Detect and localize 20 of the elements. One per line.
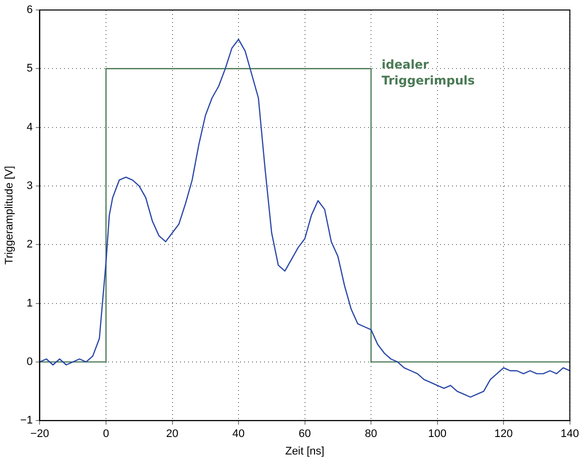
y-tick-label: 5 <box>26 62 33 75</box>
x-tick-label: 100 <box>428 428 446 440</box>
x-axis-title: Zeit [ns] <box>285 445 324 458</box>
x-tick-label: 80 <box>364 428 378 440</box>
x-tick-label: 0 <box>102 428 110 440</box>
x-tick-label: 140 <box>560 428 580 440</box>
y-tick-label: 6 <box>26 4 33 16</box>
y-tick-label: 4 <box>26 121 33 134</box>
y-tick-label: 2 <box>26 238 33 251</box>
x-tick-label: 60 <box>298 428 311 440</box>
x-tick-label: −20 <box>30 428 50 440</box>
y-axis-title: Triggeramplitude [V] <box>4 166 16 265</box>
y-tick-label: 0 <box>26 356 33 368</box>
annotation: idealer Triggerimpuls <box>382 58 475 88</box>
y-tick-label: 1 <box>26 297 33 310</box>
y-tick-label: 3 <box>26 180 33 192</box>
y-tick-label: −1 <box>20 414 33 427</box>
x-tick-label: 20 <box>166 428 178 440</box>
x-tick-label: 40 <box>232 428 245 440</box>
x-tick-label: 120 <box>494 428 513 440</box>
